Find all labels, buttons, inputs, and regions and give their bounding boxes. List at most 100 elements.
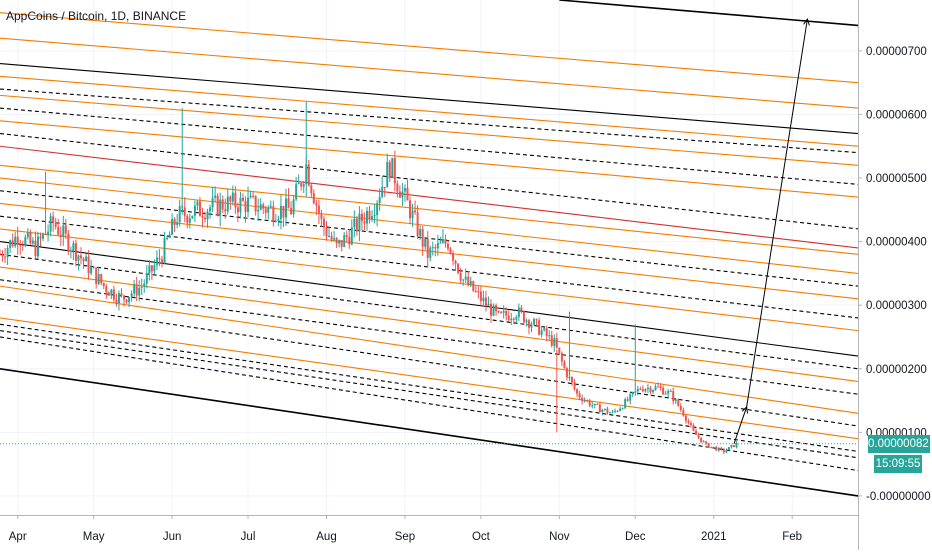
candle-body	[624, 399, 627, 409]
candle-body	[441, 239, 444, 243]
channel-line-6	[0, 298, 859, 427]
time-axis-label: Dec	[625, 531, 646, 543]
candle-body	[257, 209, 260, 212]
candle-body	[64, 225, 67, 234]
candle-body	[510, 318, 513, 321]
candle-body	[667, 390, 670, 394]
candle-body	[125, 299, 128, 303]
candle-body	[300, 183, 303, 187]
candle-body	[183, 207, 186, 216]
candle-body	[626, 399, 629, 401]
candle-body	[553, 338, 556, 346]
time-axis-label: Sep	[395, 531, 415, 543]
candle-body	[188, 218, 191, 223]
time-axis-label: Oct	[472, 531, 491, 543]
candle-body	[4, 256, 7, 258]
candle-body	[128, 297, 131, 303]
time-axis-label: Apr	[9, 531, 27, 543]
candle-body	[277, 219, 280, 222]
channel-line-27	[0, 12, 859, 84]
candle-body	[120, 293, 123, 296]
candle-body	[305, 164, 308, 185]
candle-body	[269, 206, 272, 208]
candle-body	[371, 216, 374, 220]
candle-body	[42, 233, 45, 239]
candle-body	[487, 303, 490, 306]
price-axis-label: 0.00000700	[866, 46, 927, 58]
candle-body	[411, 210, 414, 219]
candle-body	[26, 232, 29, 238]
candle-body	[406, 188, 409, 201]
candle-body	[621, 408, 624, 410]
candle-body	[563, 361, 566, 369]
candle-body	[39, 236, 42, 239]
candle-body	[166, 238, 169, 240]
candle-body	[679, 405, 682, 410]
candle-body	[641, 389, 644, 392]
channel-line-1	[0, 367, 859, 497]
candle-body	[464, 276, 467, 280]
channel-line-4	[0, 323, 859, 452]
candle-body	[19, 244, 22, 246]
candle-body	[171, 219, 174, 235]
candle-body	[353, 218, 356, 228]
price-axis-label: 0.00000400	[866, 237, 927, 249]
candle-body	[34, 240, 37, 257]
candle-body	[677, 399, 680, 406]
candle-body	[571, 376, 573, 383]
candle-body	[138, 287, 141, 296]
candle-body	[639, 388, 642, 390]
candle-body	[631, 392, 634, 395]
candle-body	[381, 186, 384, 198]
candle-body	[431, 247, 434, 249]
candle-body	[606, 408, 609, 413]
time-axis-label: May	[83, 531, 105, 543]
candle-body	[360, 213, 363, 222]
candle-body	[530, 324, 533, 328]
projection-arrow-2	[746, 19, 808, 407]
candle-body	[555, 338, 558, 348]
candle-body	[150, 265, 153, 272]
candle-body	[241, 197, 244, 201]
candle-body	[477, 291, 480, 293]
candle-body	[540, 330, 543, 335]
countdown-badge: 15:09:55	[874, 454, 922, 473]
channel-line-3	[0, 330, 859, 459]
candle-body	[279, 205, 282, 220]
candle-body	[358, 213, 361, 232]
candle-body	[446, 243, 449, 249]
candle-body	[548, 335, 551, 337]
candle-body	[482, 297, 485, 302]
candle-body	[421, 229, 424, 247]
candle-body	[591, 405, 594, 407]
candle-body	[135, 284, 138, 296]
candle-body	[133, 284, 136, 294]
candle-body	[409, 200, 412, 219]
candle-body	[310, 185, 313, 194]
channel-line-15	[0, 190, 859, 287]
candle-body	[424, 239, 427, 247]
candle-body	[636, 388, 639, 392]
candle-body	[449, 248, 452, 254]
candle-body	[325, 227, 328, 237]
candle-body	[479, 291, 482, 302]
channel-line-24	[0, 75, 859, 147]
candle-body	[274, 221, 277, 223]
candle-body	[601, 409, 604, 413]
candle-body	[229, 196, 232, 202]
candle-body	[338, 240, 341, 244]
candle-body	[525, 320, 528, 323]
channel-line-19	[0, 132, 859, 230]
candle-body	[176, 222, 179, 225]
candle-body	[285, 198, 287, 218]
candle-body	[153, 265, 156, 272]
channel-line-5	[0, 317, 859, 440]
candle-body	[730, 445, 733, 448]
candle-body	[573, 382, 576, 390]
candle-body	[74, 243, 77, 261]
candle-body	[527, 320, 530, 328]
candle-body	[262, 204, 265, 209]
candle-body	[403, 188, 406, 192]
candle-body	[416, 212, 419, 236]
candle-body	[608, 412, 611, 414]
